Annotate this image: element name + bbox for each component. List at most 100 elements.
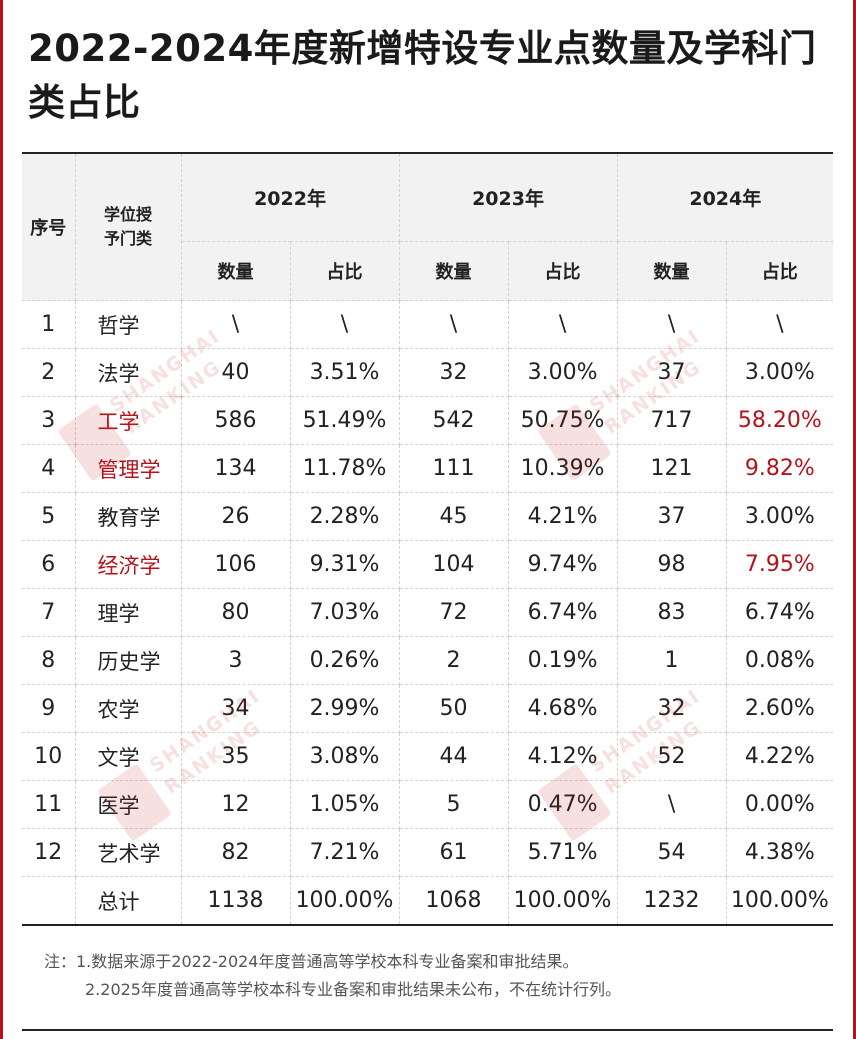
cell-count: 83 — [616, 588, 727, 637]
cell-count: 1232 — [616, 876, 727, 926]
data-table: 序号 学位授予门类 2022年 2023年 2024年 数量 占比 数量 占比 … — [22, 152, 834, 926]
row-index — [22, 876, 76, 926]
row-category: 理学 — [74, 588, 182, 637]
cell-share: 3.00% — [725, 492, 834, 541]
table-row: 6 经济学 106 9.31% 104 9.74% 98 7.95% — [22, 540, 834, 589]
cell-count: 32 — [616, 684, 727, 733]
cell-share: 7.21% — [289, 828, 400, 877]
cell-share: \ — [725, 300, 834, 349]
cell-count: 40 — [180, 348, 291, 397]
header-share: 占比 — [507, 241, 618, 301]
footer-rule — [22, 1029, 833, 1031]
cell-share: 5.71% — [507, 828, 618, 877]
cell-count: 106 — [180, 540, 291, 589]
cell-count: 1138 — [180, 876, 291, 926]
cell-share: 0.19% — [507, 636, 618, 685]
cell-count: 542 — [398, 396, 509, 445]
footnote-1: 注：1.数据来源于2022-2024年度普通高等学校本科专业备案和审批结果。 — [44, 952, 579, 971]
row-category: 工学 — [74, 396, 182, 445]
cell-count: \ — [398, 300, 509, 349]
cell-share: 4.68% — [507, 684, 618, 733]
table-row: 11 医学 12 1.05% 5 0.47% \ 0.00% — [22, 780, 834, 829]
cell-count: 98 — [616, 540, 727, 589]
cell-share: 10.39% — [507, 444, 618, 493]
cell-count: 54 — [616, 828, 727, 877]
cell-share: 0.00% — [725, 780, 834, 829]
row-category: 农学 — [74, 684, 182, 733]
cell-count: 586 — [180, 396, 291, 445]
row-category: 医学 — [74, 780, 182, 829]
cell-share: 6.74% — [725, 588, 834, 637]
cell-count: 72 — [398, 588, 509, 637]
row-index: 8 — [22, 636, 76, 685]
row-index: 7 — [22, 588, 76, 637]
table-row: 1 哲学 \ \ \ \ \ \ — [22, 300, 834, 349]
cell-share: 2.28% — [289, 492, 400, 541]
cell-share: 3.00% — [725, 348, 834, 397]
row-category: 哲学 — [74, 300, 182, 349]
header-share: 占比 — [289, 241, 400, 301]
row-index: 10 — [22, 732, 76, 781]
cell-count: 134 — [180, 444, 291, 493]
row-index: 9 — [22, 684, 76, 733]
cell-share: 3.08% — [289, 732, 400, 781]
cell-count: 44 — [398, 732, 509, 781]
cell-share: 100.00% — [289, 876, 400, 926]
cell-count: 26 — [180, 492, 291, 541]
cell-share: 4.22% — [725, 732, 834, 781]
row-index: 3 — [22, 396, 76, 445]
row-category: 经济学 — [74, 540, 182, 589]
cell-share: 9.31% — [289, 540, 400, 589]
row-category: 法学 — [74, 348, 182, 397]
cell-share: 9.82% — [725, 444, 834, 493]
table-row: 3 工学 586 51.49% 542 50.75% 717 58.20% — [22, 396, 834, 445]
cell-share: 0.26% — [289, 636, 400, 685]
row-index: 6 — [22, 540, 76, 589]
cell-share: 7.95% — [725, 540, 834, 589]
cell-share: 9.74% — [507, 540, 618, 589]
table-row: 8 历史学 3 0.26% 2 0.19% 1 0.08% — [22, 636, 834, 685]
cell-share: \ — [289, 300, 400, 349]
cell-count: \ — [180, 300, 291, 349]
cell-count: 2 — [398, 636, 509, 685]
header-count: 数量 — [398, 241, 509, 301]
page-title: 2022-2024年度新增特设专业点数量及学科门类占比 — [28, 27, 817, 124]
cell-share: 2.60% — [725, 684, 834, 733]
cell-count: \ — [616, 300, 727, 349]
header-share: 占比 — [725, 241, 834, 301]
cell-count: 32 — [398, 348, 509, 397]
cell-count: 45 — [398, 492, 509, 541]
left-edge-bar — [0, 0, 3, 1039]
row-category: 总计 — [74, 876, 182, 926]
cell-share: 0.47% — [507, 780, 618, 829]
row-index: 12 — [22, 828, 76, 877]
row-category: 历史学 — [74, 636, 182, 685]
cell-count: 80 — [180, 588, 291, 637]
footnotes: 注：1.数据来源于2022-2024年度普通高等学校本科专业备案和审批结果。 2… — [44, 948, 824, 1004]
cell-count: 111 — [398, 444, 509, 493]
table-row: 2 法学 40 3.51% 32 3.00% 37 3.00% — [22, 348, 834, 397]
cell-share: 7.03% — [289, 588, 400, 637]
cell-share: 6.74% — [507, 588, 618, 637]
cell-count: 104 — [398, 540, 509, 589]
cell-share: 51.49% — [289, 396, 400, 445]
cell-count: 3 — [180, 636, 291, 685]
cell-count: 37 — [616, 492, 727, 541]
cell-count: 50 — [398, 684, 509, 733]
row-index: 4 — [22, 444, 76, 493]
cell-count: 37 — [616, 348, 727, 397]
cell-share: 11.78% — [289, 444, 400, 493]
row-index: 11 — [22, 780, 76, 829]
table-row: 5 教育学 26 2.28% 45 4.21% 37 3.00% — [22, 492, 834, 541]
cell-share: 4.12% — [507, 732, 618, 781]
header-category-label: 学位授予门类 — [103, 205, 152, 248]
cell-share: 0.08% — [725, 636, 834, 685]
cell-share: 4.21% — [507, 492, 618, 541]
header-year-2022: 2022年 — [180, 152, 400, 242]
cell-share: 58.20% — [725, 396, 834, 445]
right-edge-bar — [853, 0, 856, 1039]
row-category: 教育学 — [74, 492, 182, 541]
cell-share: 3.51% — [289, 348, 400, 397]
cell-share: 100.00% — [725, 876, 834, 926]
row-index: 5 — [22, 492, 76, 541]
